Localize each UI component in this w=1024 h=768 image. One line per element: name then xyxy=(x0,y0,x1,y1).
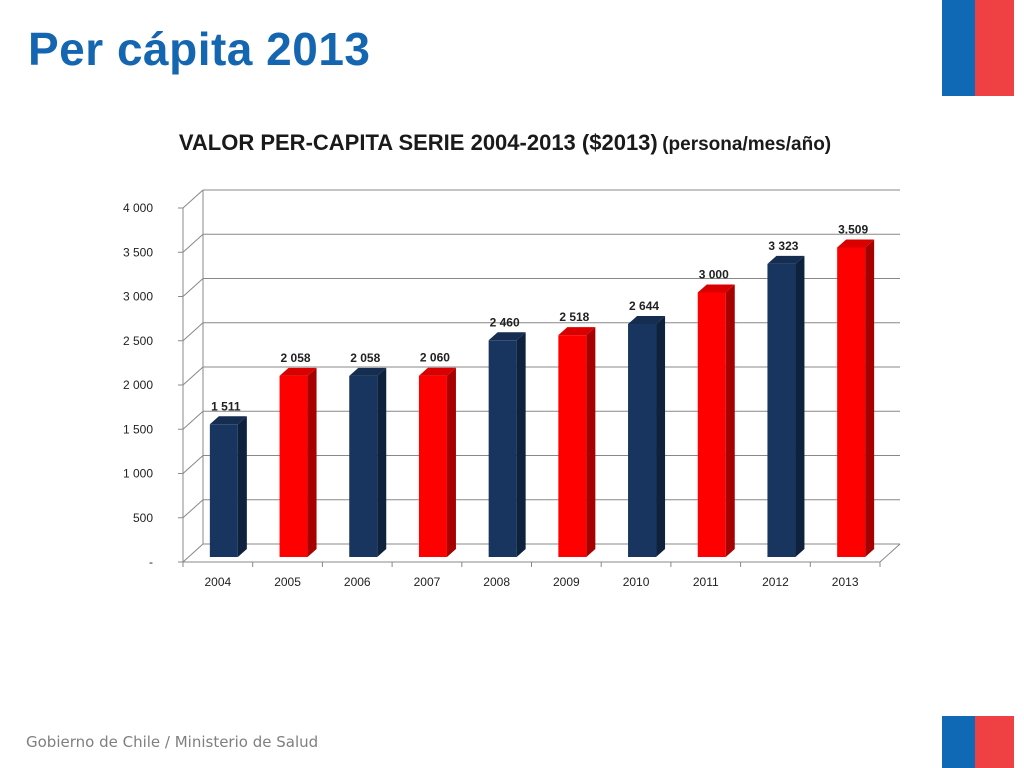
bar-front xyxy=(209,424,238,557)
y-tick-label: 2 500 xyxy=(123,334,153,348)
bar-side xyxy=(865,239,875,558)
gridline-side xyxy=(182,322,204,342)
bar-side xyxy=(446,367,456,557)
x-tick-label: 2005 xyxy=(274,575,301,589)
x-tick-label: 2010 xyxy=(623,575,650,589)
bar-side xyxy=(516,332,526,557)
y-tick-label: 1 500 xyxy=(123,422,153,436)
data-label: 2 060 xyxy=(420,351,450,365)
bar-side xyxy=(377,367,387,557)
bar-front xyxy=(837,247,866,558)
bar-top xyxy=(279,367,317,376)
data-label: 2 460 xyxy=(490,315,520,329)
x-tick-label: 2004 xyxy=(204,575,231,589)
bar-side xyxy=(307,367,317,557)
bar-top xyxy=(697,284,735,293)
data-label: 2 644 xyxy=(629,299,659,313)
gridline-side xyxy=(182,543,204,563)
bar-top xyxy=(767,255,805,264)
gridline-side xyxy=(182,233,204,253)
bar-front xyxy=(628,324,657,557)
data-label: 3 323 xyxy=(768,239,798,253)
y-tick-label: 1 000 xyxy=(123,467,153,481)
chart-title-main: VALOR PER-CAPITA SERIE 2004-2013 ($2013) xyxy=(178,130,658,155)
chile-flag-stripe-bottom xyxy=(942,716,1014,768)
bar-front xyxy=(488,340,517,557)
y-tick-label: 3 500 xyxy=(123,245,153,259)
gridline-side xyxy=(182,189,204,209)
bar-top xyxy=(209,416,247,425)
bar-front xyxy=(767,263,796,557)
data-label: 2 518 xyxy=(559,310,589,324)
y-tick-label: 2 000 xyxy=(123,378,153,392)
bar-top xyxy=(418,367,456,376)
flag-red-band xyxy=(975,716,1014,768)
y-tick-label: - xyxy=(149,555,153,569)
bar-front xyxy=(558,335,587,557)
bar-front xyxy=(349,375,378,557)
bar-front xyxy=(697,292,726,557)
bar-side xyxy=(795,255,805,558)
chart-title: VALOR PER-CAPITA SERIE 2004-2013 ($2013)… xyxy=(0,130,1010,156)
x-tick-label: 2009 xyxy=(553,575,580,589)
bar-top xyxy=(558,327,596,336)
y-tick-label: 3 000 xyxy=(123,290,153,304)
chile-flag-stripe-top xyxy=(942,0,1014,96)
bar-top xyxy=(349,367,387,376)
data-label: 2 058 xyxy=(281,351,311,365)
bar-front xyxy=(418,375,447,557)
x-tick-label: 2006 xyxy=(344,575,371,589)
bar-top xyxy=(837,239,875,248)
y-tick-label: 4 000 xyxy=(123,201,153,215)
gridline-side xyxy=(182,278,204,297)
footer-text: Gobierno de Chile / Ministerio de Salud xyxy=(26,733,319,751)
gridline-side xyxy=(182,455,204,474)
bar-front xyxy=(279,375,308,557)
x-tick-label: 2007 xyxy=(414,575,441,589)
flag-blue-band xyxy=(942,716,975,768)
bar-side xyxy=(586,327,596,557)
bar-top xyxy=(488,332,526,341)
bar-chart: - 500 1 000 1 500 2 000 2 500 3 000 3 500 4 000 1… xyxy=(123,189,901,589)
chart-title-sub: (persona/mes/año) xyxy=(662,134,832,155)
x-tick-label: 2011 xyxy=(693,575,719,589)
bar-side xyxy=(725,284,735,557)
floor-right-edge xyxy=(879,543,901,563)
gridline-side xyxy=(182,499,204,519)
data-label: 1 511 xyxy=(211,399,241,413)
gridline-side xyxy=(182,366,204,386)
bar-top xyxy=(628,316,666,325)
flag-red-band xyxy=(975,0,1014,96)
gridline-side xyxy=(182,410,204,430)
y-tick-label: 500 xyxy=(133,511,153,525)
slide-title: Per cápita 2013 xyxy=(28,23,371,75)
data-label: 2 058 xyxy=(350,351,380,365)
x-tick-label: 2013 xyxy=(832,575,859,589)
x-tick-label: 2012 xyxy=(762,575,789,589)
data-label: 3.509 xyxy=(838,222,868,236)
bar-side xyxy=(237,416,247,557)
bar-side xyxy=(656,316,666,557)
data-label: 3 000 xyxy=(699,268,729,282)
x-tick-label: 2008 xyxy=(483,575,510,589)
flag-blue-band xyxy=(942,0,975,96)
